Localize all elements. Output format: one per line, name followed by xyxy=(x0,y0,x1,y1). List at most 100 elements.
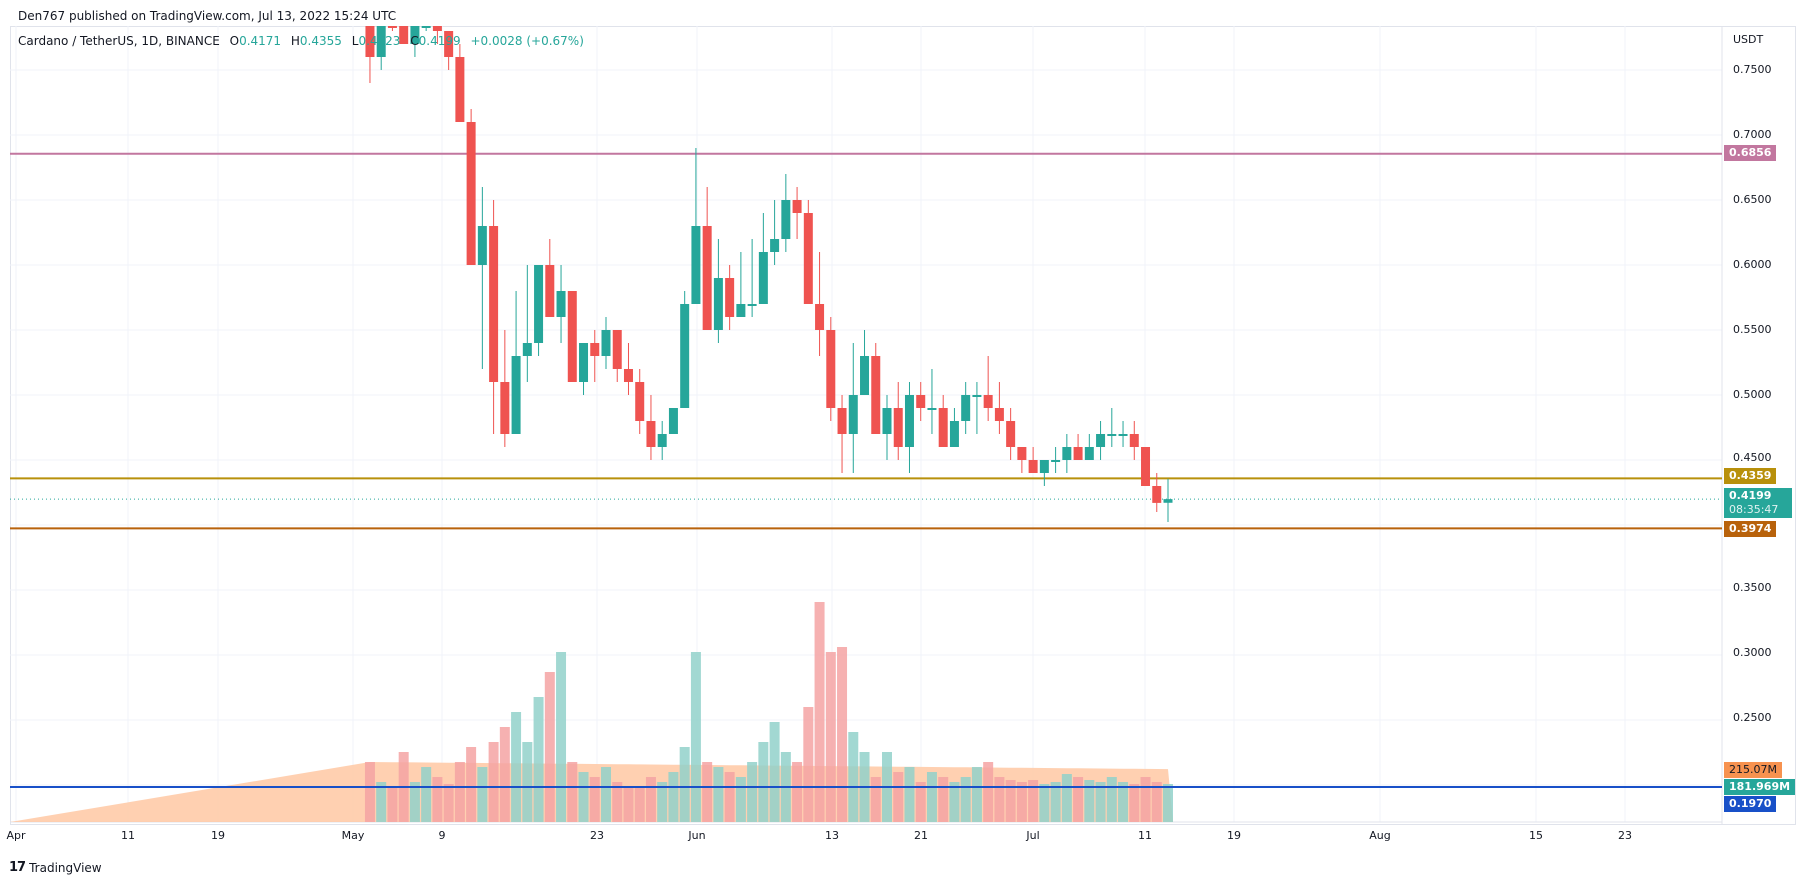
volume-bar xyxy=(668,772,679,822)
volume-bar xyxy=(1084,780,1095,822)
low-value: 0.4023 xyxy=(358,34,401,48)
tradingview-logo[interactable]: 17 TradingView xyxy=(9,860,102,875)
volume-bar xyxy=(1106,777,1117,822)
volume-bar xyxy=(1016,782,1027,822)
symbol-name[interactable]: Cardano / TetherUS, 1D, BINANCE xyxy=(18,34,220,48)
time-tick: Aug xyxy=(1369,829,1391,842)
candle-body xyxy=(623,369,633,382)
candle-body xyxy=(691,226,701,304)
volume-bar xyxy=(533,697,544,822)
time-tick: 23 xyxy=(1618,829,1632,842)
time-tick: 23 xyxy=(590,829,604,842)
candle-body xyxy=(893,408,903,447)
candle-body xyxy=(579,343,589,382)
price-tick: 0.7000 xyxy=(1733,128,1772,141)
volume-bar xyxy=(409,782,420,822)
time-tick: Apr xyxy=(6,829,26,842)
chart-frame xyxy=(10,26,1796,825)
change-value: +0.0028 (+0.67%) xyxy=(470,34,584,48)
candle-body xyxy=(702,226,712,330)
candle-body xyxy=(1129,434,1139,447)
candle-body xyxy=(1051,460,1061,462)
tradingview-logo-icon: 17 xyxy=(9,860,26,875)
candle-body xyxy=(455,57,465,122)
price-tick: 0.4500 xyxy=(1733,451,1772,464)
candle-body xyxy=(1163,499,1173,503)
volume-bar xyxy=(1050,782,1061,822)
volume-bar xyxy=(960,777,971,822)
candle-body xyxy=(792,200,802,213)
volume-bar xyxy=(443,784,454,822)
candle-body xyxy=(725,278,735,317)
candle-body xyxy=(949,421,959,447)
volume-bar xyxy=(702,762,713,822)
volume-bar xyxy=(679,747,690,822)
price-tick: 0.3500 xyxy=(1733,581,1772,594)
candle-body xyxy=(994,408,1004,421)
candle-body xyxy=(466,122,476,265)
price-axis-currency: USDT xyxy=(1733,33,1764,46)
candle-body xyxy=(803,213,813,304)
time-tick: 9 xyxy=(438,829,446,842)
volume-bar xyxy=(1028,780,1039,822)
candle-body xyxy=(904,395,914,447)
candle-body xyxy=(444,31,454,57)
candle-body xyxy=(511,356,521,434)
candle-body xyxy=(410,26,420,44)
resistance-near-tag: 0.4359 xyxy=(1724,468,1777,484)
volume-tag: 181.969M xyxy=(1724,779,1796,795)
time-tick: Jul xyxy=(1026,829,1040,842)
volume-bar xyxy=(364,762,375,822)
candle-body xyxy=(1096,434,1106,447)
candle-body xyxy=(747,304,757,306)
volume-bar xyxy=(926,772,937,822)
candle-body xyxy=(1141,447,1151,486)
candle-body xyxy=(871,356,881,434)
close-value: 0.4199 xyxy=(418,34,461,48)
candle-body xyxy=(1107,434,1117,436)
time-tick: 11 xyxy=(121,829,135,842)
candle-body xyxy=(927,408,937,410)
price-tick: 0.7500 xyxy=(1733,63,1772,76)
volume-bar xyxy=(792,762,803,822)
volume-bar xyxy=(387,787,398,822)
candle-body xyxy=(601,330,611,356)
volume-bar xyxy=(634,787,645,822)
candle-body xyxy=(1062,447,1072,460)
volume-ma-tag: 215.07M xyxy=(1724,762,1782,778)
candle-body xyxy=(837,408,847,434)
volume-bar xyxy=(803,707,814,822)
volume-bar xyxy=(938,777,949,822)
open-value: 0.4171 xyxy=(239,34,282,48)
volume-bar xyxy=(837,647,848,822)
high-value: 0.4355 xyxy=(299,34,342,48)
volume-bar xyxy=(949,782,960,822)
volume-bar xyxy=(556,652,567,822)
candle-body xyxy=(668,408,678,434)
volume-bar xyxy=(544,672,555,822)
volume-bar xyxy=(601,767,611,822)
candle-body xyxy=(1084,447,1094,460)
candle-body xyxy=(1028,460,1038,473)
blue-line-tag: 0.1970 xyxy=(1724,796,1777,812)
price-tick: 0.5000 xyxy=(1733,388,1772,401)
candle-body xyxy=(961,395,971,421)
volume-bar xyxy=(735,777,746,822)
candle-body xyxy=(1006,421,1016,447)
volume-bar xyxy=(376,782,387,822)
volume-bar xyxy=(814,602,825,822)
candle-body xyxy=(646,421,656,447)
candle-body xyxy=(848,395,858,434)
candle-body xyxy=(938,408,948,447)
volume-bar xyxy=(1095,782,1106,822)
candle-body xyxy=(590,343,600,356)
candle-body xyxy=(736,304,746,317)
volume-bar xyxy=(1073,777,1084,822)
price-tick: 0.6500 xyxy=(1733,193,1772,206)
candle-body xyxy=(713,278,723,330)
candle-body xyxy=(489,226,499,382)
time-tick: 19 xyxy=(211,829,225,842)
price-tick: 0.3000 xyxy=(1733,646,1772,659)
volume-bar xyxy=(511,712,522,822)
